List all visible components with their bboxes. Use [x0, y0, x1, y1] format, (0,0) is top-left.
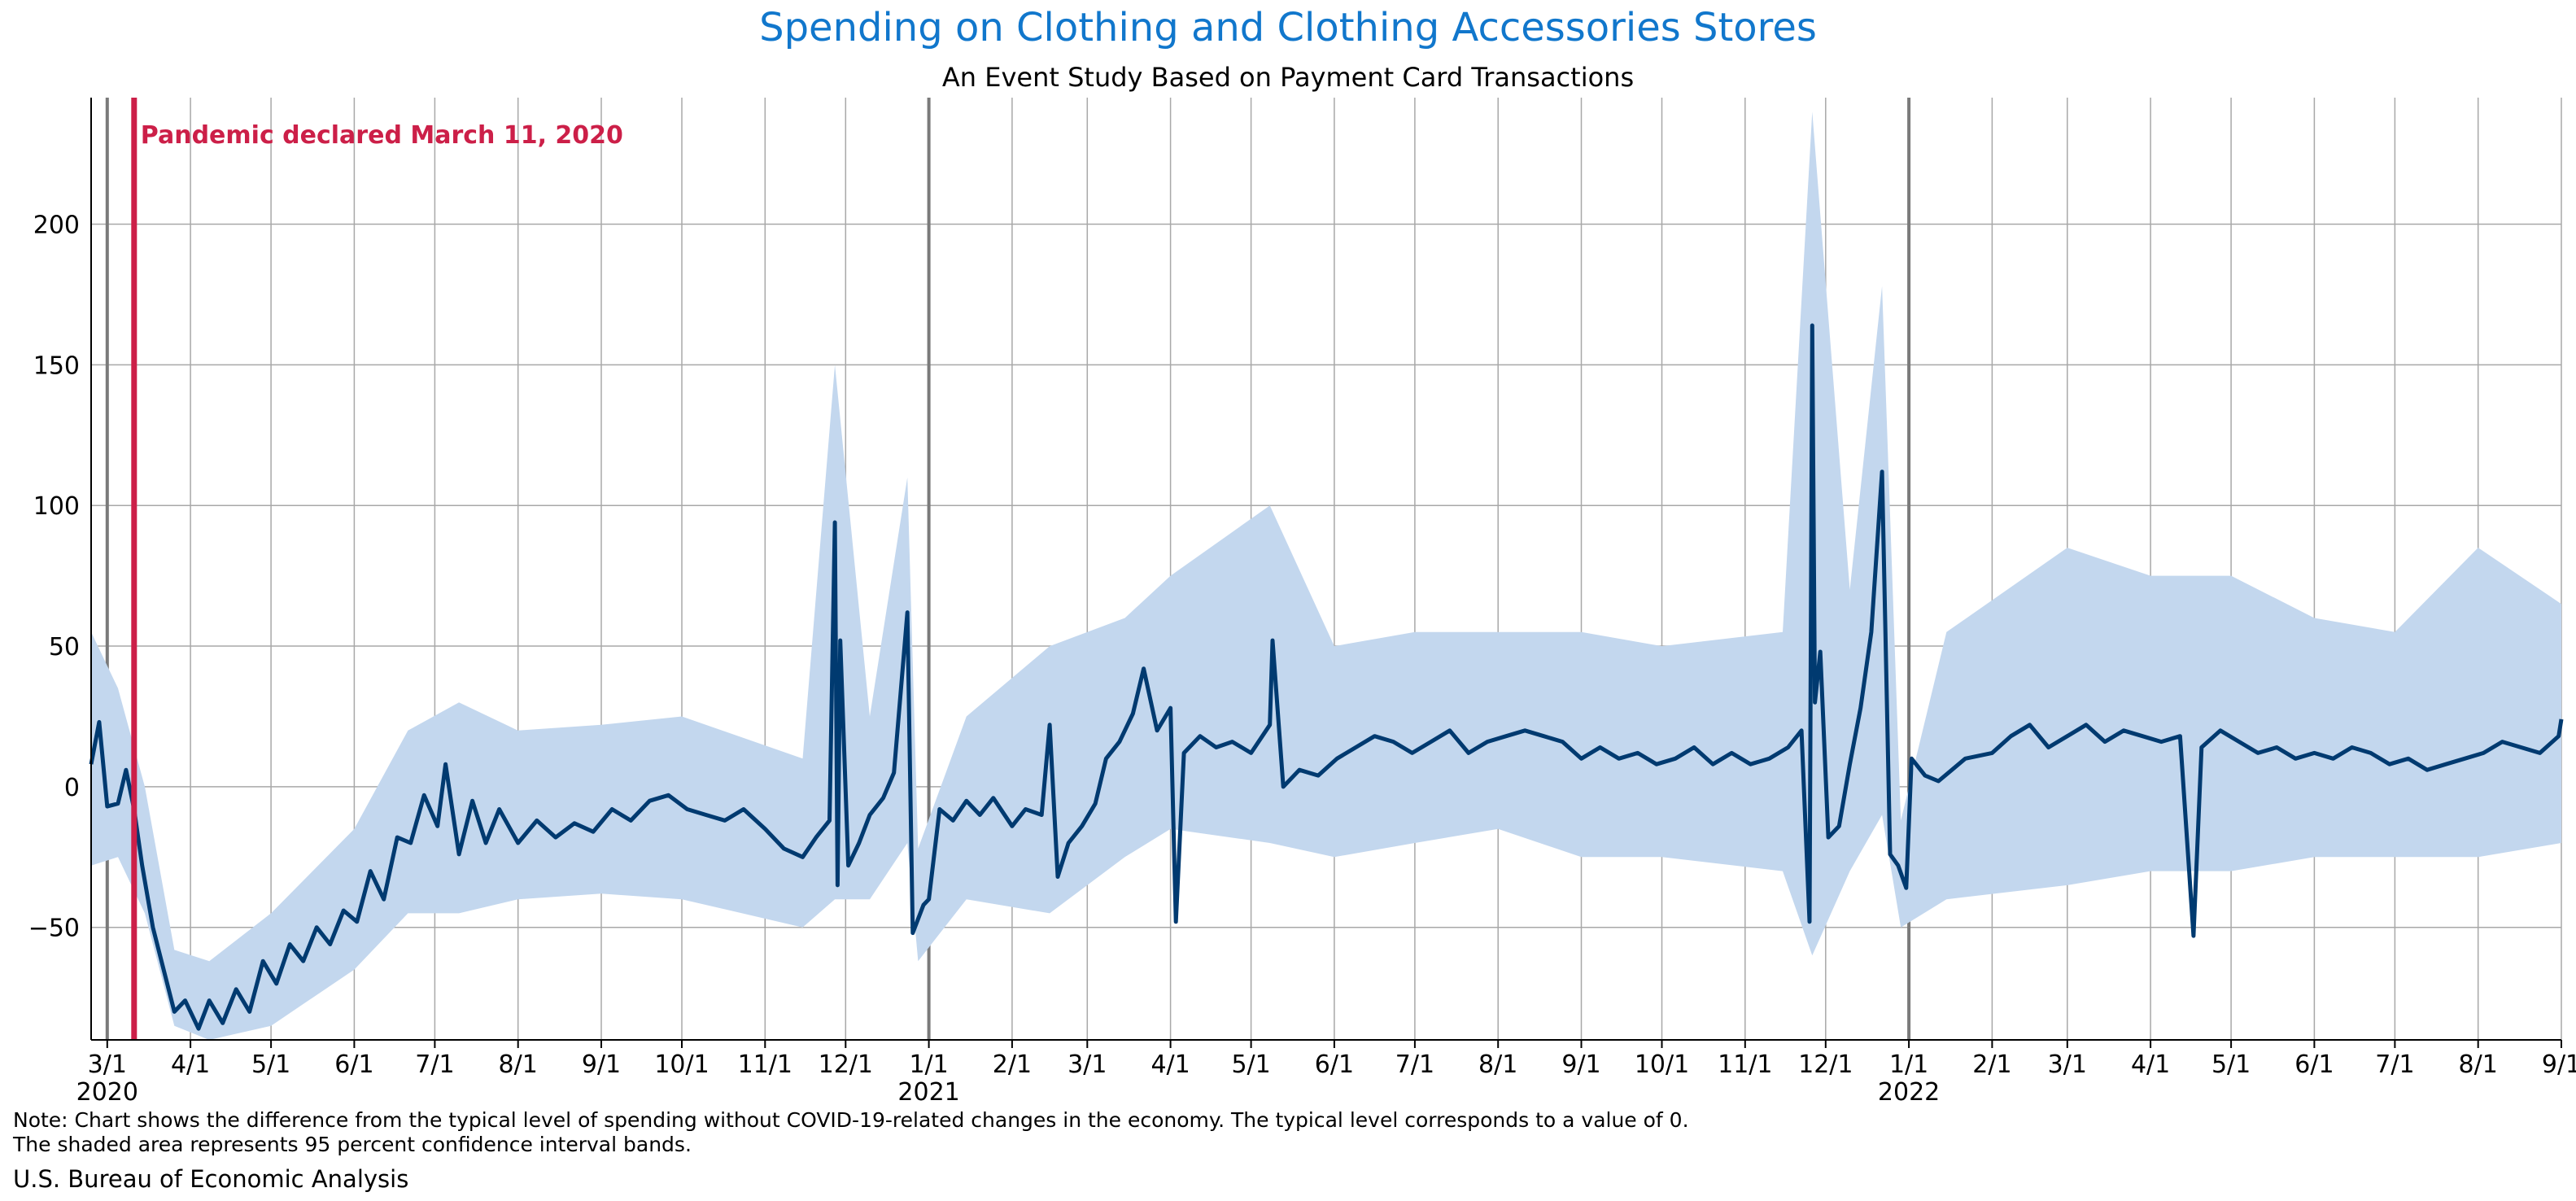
- x-tick-label: 8/1: [499, 1050, 538, 1079]
- x-tick-label: 7/1: [415, 1050, 454, 1079]
- x-tick-label: 10/1: [1635, 1050, 1689, 1079]
- confidence-band-layer: [91, 111, 2561, 1040]
- x-tick-label: 2/1: [1972, 1050, 2011, 1079]
- source-credit: U.S. Bureau of Economic Analysis: [13, 1165, 409, 1193]
- note-line-2: The shaded area represents 95 percent co…: [13, 1133, 692, 1156]
- x-tick-label: 6/1: [334, 1050, 373, 1079]
- annotation-layer: Pandemic declared March 11, 2020: [131, 98, 623, 1040]
- y-tick-label: 150: [33, 352, 80, 380]
- x-tick-label: 9/1: [1561, 1050, 1600, 1079]
- y-tick-label: −50: [28, 915, 80, 943]
- x-tick-label: 3/1: [2048, 1050, 2087, 1079]
- series-line-layer: [89, 323, 2564, 1031]
- chart-title: Spending on Clothing and Clothing Access…: [759, 5, 1817, 50]
- x-tick-label: 11/1: [738, 1050, 792, 1079]
- x-tick-label: 8/1: [2459, 1050, 2498, 1079]
- x-tick-label: 1/1: [909, 1050, 948, 1079]
- y-tick-label: 100: [33, 492, 80, 521]
- x-tick-label: 4/1: [171, 1050, 210, 1079]
- chart-subtitle: An Event Study Based on Payment Card Tra…: [941, 62, 1635, 93]
- x-tick-label: 11/1: [1718, 1050, 1772, 1079]
- x-tick-label: 10/1: [654, 1050, 709, 1079]
- x-tick-label: 6/1: [1315, 1050, 1354, 1079]
- x-tick-label: 7/1: [2375, 1050, 2414, 1079]
- x-tick-label: 2/1: [993, 1050, 1032, 1079]
- confidence-band: [91, 111, 2561, 1040]
- x-year-label: 2021: [897, 1078, 959, 1107]
- x-tick-label: 9/1: [2542, 1050, 2576, 1079]
- x-tick-label: 3/1: [1068, 1050, 1107, 1079]
- x-tick-label: 3/1: [88, 1050, 127, 1079]
- y-tick-label: 50: [49, 633, 80, 662]
- x-tick-label: 5/1: [251, 1050, 290, 1079]
- pandemic-annotation-label: Pandemic declared March 11, 2020: [141, 121, 623, 150]
- x-tick-label: 9/1: [582, 1050, 621, 1079]
- x-tick-label: 4/1: [2131, 1050, 2170, 1079]
- note-line-1: Note: Chart shows the difference from th…: [13, 1108, 1689, 1132]
- y-tick-label: 200: [33, 212, 80, 240]
- x-tick-label: 12/1: [819, 1050, 873, 1079]
- x-tick-label: 5/1: [1231, 1050, 1270, 1079]
- x-tick-label: 8/1: [1478, 1050, 1517, 1079]
- x-tick-label: 6/1: [2294, 1050, 2334, 1079]
- x-tick-label: 5/1: [2211, 1050, 2251, 1079]
- x-year-label: 2020: [76, 1078, 138, 1107]
- y-tick-label: 0: [64, 774, 80, 802]
- x-year-label: 2022: [1878, 1078, 1940, 1107]
- series-line: [89, 323, 2564, 1031]
- x-tick-label: 7/1: [1395, 1050, 1434, 1079]
- x-tick-label: 4/1: [1150, 1050, 1190, 1079]
- x-tick-label: 12/1: [1798, 1050, 1853, 1079]
- x-tick-label: 1/1: [1889, 1050, 1928, 1079]
